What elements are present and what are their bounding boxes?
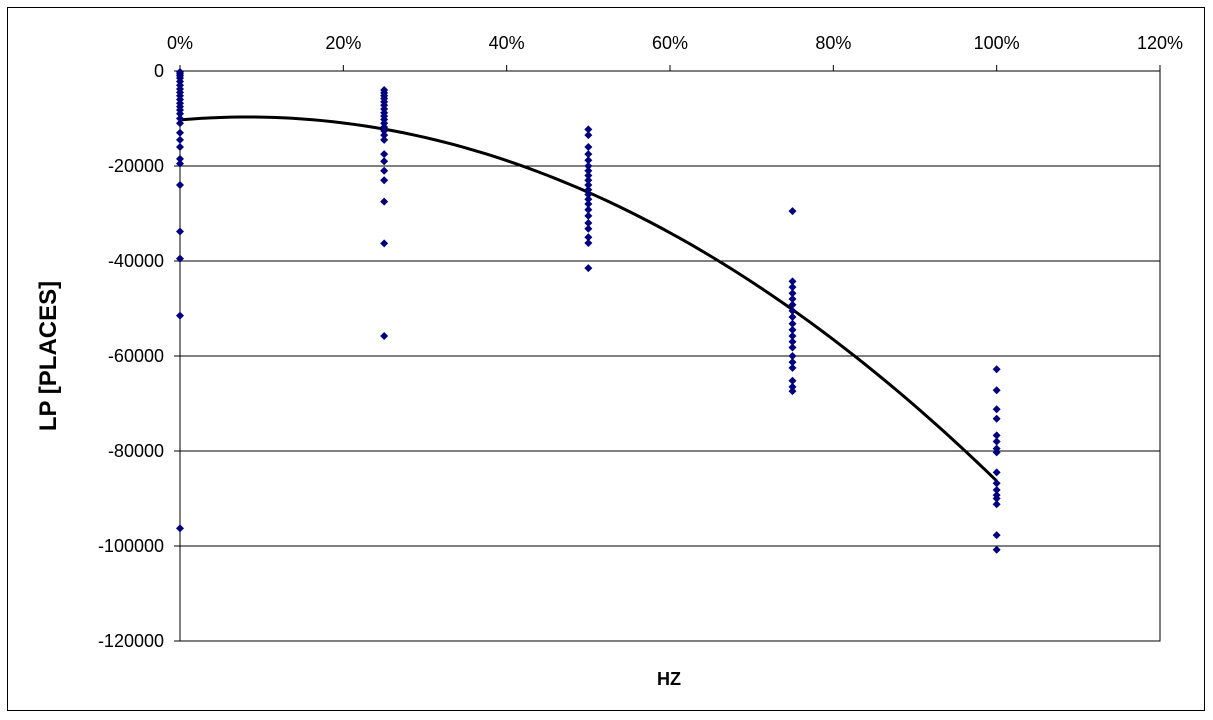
y-tick-label: 0	[154, 61, 164, 81]
data-point	[584, 156, 593, 165]
data-point	[176, 311, 184, 320]
y-tick-label: -60000	[108, 346, 164, 366]
data-point	[992, 405, 1001, 414]
data-point	[788, 313, 797, 322]
data-point	[584, 150, 593, 159]
data-point	[788, 306, 797, 315]
y-tick-label: -40000	[108, 251, 164, 271]
y-tick-label: -100000	[98, 536, 164, 556]
data-point	[992, 431, 1001, 440]
data-point	[176, 227, 184, 236]
data-point	[380, 197, 389, 206]
x-tick-label: 40%	[489, 33, 525, 53]
data-point	[788, 363, 797, 372]
data-point	[380, 126, 389, 135]
x-tick-label: 100%	[974, 33, 1020, 53]
data-point	[992, 485, 1001, 494]
data-point	[380, 332, 389, 341]
y-axis-title: LP [PLACES]	[35, 281, 62, 431]
data-point	[380, 135, 389, 144]
data-point	[584, 190, 593, 199]
data-point	[176, 128, 184, 137]
data-point	[788, 300, 797, 309]
data-point	[176, 154, 184, 163]
data-point	[380, 239, 389, 248]
data-point	[992, 545, 1001, 554]
data-point	[584, 219, 593, 227]
data-point	[992, 414, 1001, 423]
data-point	[788, 337, 797, 346]
data-point	[788, 343, 797, 352]
data-point	[380, 176, 389, 185]
data-point	[584, 211, 593, 220]
data-point	[176, 181, 184, 189]
data-point	[788, 332, 797, 341]
data-point	[584, 233, 593, 242]
data-point	[584, 125, 593, 134]
data-points	[176, 67, 1001, 554]
data-point	[584, 143, 593, 151]
x-tick-label: 80%	[815, 33, 851, 53]
data-point	[992, 386, 1001, 395]
data-point	[788, 289, 797, 298]
x-axis-ticks: 0% 20% 40% 60% 80% 100% 120%	[167, 33, 1183, 71]
x-axis-title: HZ	[657, 669, 681, 689]
data-point	[380, 166, 389, 175]
data-point	[788, 352, 797, 360]
x-tick-label: 60%	[652, 33, 688, 53]
data-point	[992, 494, 1001, 503]
data-point	[788, 277, 797, 286]
grid-lines	[180, 70, 1160, 642]
data-point	[992, 531, 1001, 540]
y-tick-label: -20000	[108, 156, 164, 176]
data-point	[584, 166, 593, 175]
data-point	[584, 176, 593, 185]
data-point	[584, 195, 593, 204]
data-point	[176, 114, 184, 123]
data-point	[992, 365, 1001, 374]
data-point	[788, 207, 797, 216]
y-tick-label: -80000	[108, 441, 164, 461]
data-point	[788, 387, 797, 396]
data-point	[788, 382, 797, 391]
data-point	[176, 119, 184, 128]
data-point	[584, 238, 593, 247]
x-tick-label: 20%	[325, 33, 361, 53]
data-point	[788, 358, 797, 367]
data-point	[992, 479, 1001, 488]
x-tick-label: 120%	[1137, 33, 1183, 53]
data-point	[380, 131, 389, 140]
data-point	[584, 171, 593, 180]
data-point	[788, 319, 797, 328]
data-point	[992, 468, 1001, 477]
data-point	[176, 254, 184, 263]
data-point	[176, 159, 184, 168]
data-point	[176, 135, 184, 144]
data-point	[380, 157, 389, 166]
data-point	[788, 376, 797, 385]
y-axis-ticks: 0 -20000 -40000 -60000 -80000 -100000 -120000	[98, 61, 180, 651]
data-point	[584, 181, 593, 189]
x-tick-label: 0%	[167, 33, 193, 53]
data-point	[176, 524, 184, 533]
data-point	[584, 162, 593, 170]
chart-frame	[7, 7, 1205, 711]
data-point	[992, 437, 1001, 446]
data-point	[584, 205, 593, 214]
data-point	[380, 150, 389, 159]
data-point	[992, 500, 1001, 509]
data-point	[992, 448, 1001, 457]
data-point	[788, 283, 797, 292]
data-point	[584, 200, 593, 208]
data-point	[176, 143, 184, 151]
data-point	[584, 131, 593, 140]
y-tick-label: -120000	[98, 631, 164, 651]
data-point	[788, 295, 797, 303]
data-point	[176, 109, 184, 118]
data-point	[584, 224, 593, 233]
data-point	[788, 325, 797, 334]
data-point	[584, 264, 593, 273]
data-point	[584, 185, 593, 194]
